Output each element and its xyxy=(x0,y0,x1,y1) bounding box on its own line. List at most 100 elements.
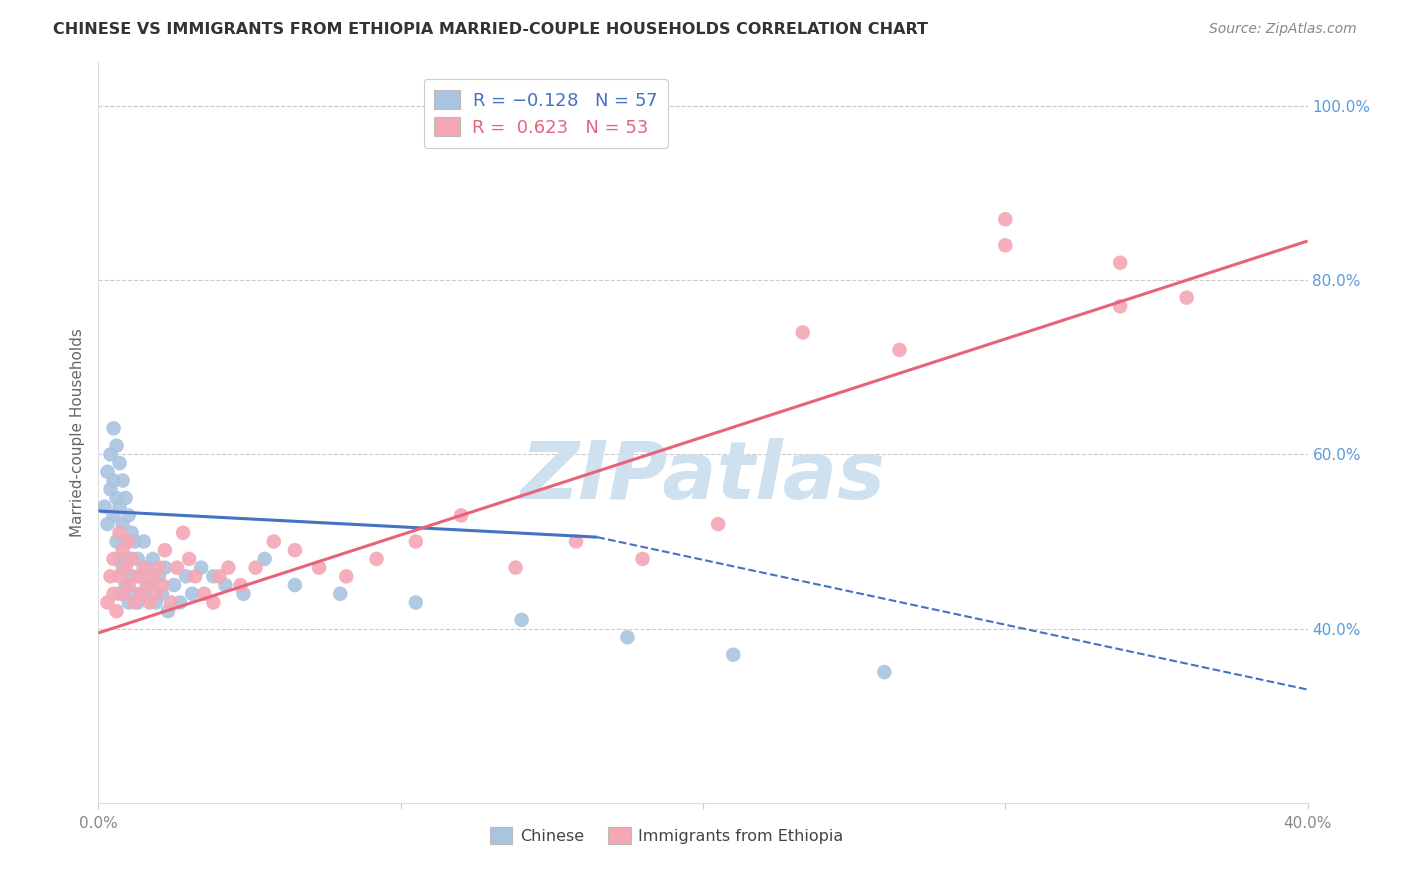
Point xyxy=(105,534,128,549)
Text: ZIPatlas: ZIPatlas xyxy=(520,438,886,516)
Point xyxy=(135,560,157,574)
Point xyxy=(118,552,141,566)
Point xyxy=(145,595,167,609)
Point xyxy=(308,560,330,574)
Point xyxy=(202,595,225,609)
Point xyxy=(150,578,173,592)
Point xyxy=(139,578,162,592)
Point xyxy=(184,569,207,583)
Point xyxy=(142,569,165,583)
Point xyxy=(96,465,118,479)
Point xyxy=(889,343,911,357)
Y-axis label: Married-couple Households: Married-couple Households xyxy=(69,328,84,537)
Point xyxy=(105,439,128,453)
Point xyxy=(166,560,188,574)
Point xyxy=(153,543,176,558)
Point xyxy=(405,595,427,609)
Point xyxy=(103,508,125,523)
Point xyxy=(156,604,179,618)
Point xyxy=(160,595,183,609)
Point xyxy=(148,569,170,583)
Point xyxy=(118,534,141,549)
Legend: Chinese, Immigrants from Ethiopia: Chinese, Immigrants from Ethiopia xyxy=(484,821,851,850)
Point xyxy=(100,569,122,583)
Point xyxy=(284,543,307,558)
Point xyxy=(114,491,136,505)
Point xyxy=(118,578,141,592)
Point xyxy=(114,578,136,592)
Point xyxy=(129,587,152,601)
Point xyxy=(139,595,162,609)
Point xyxy=(108,500,131,514)
Point xyxy=(335,569,357,583)
Point xyxy=(214,578,236,592)
Point xyxy=(142,552,165,566)
Point xyxy=(108,525,131,540)
Point xyxy=(132,560,155,574)
Point xyxy=(1109,256,1132,270)
Point xyxy=(111,543,134,558)
Point xyxy=(118,595,141,609)
Point xyxy=(108,569,131,583)
Point xyxy=(135,578,157,592)
Point xyxy=(127,595,149,609)
Point xyxy=(994,212,1017,227)
Point xyxy=(145,587,167,601)
Point xyxy=(263,534,285,549)
Point xyxy=(232,587,254,601)
Point xyxy=(111,517,134,532)
Point xyxy=(129,569,152,583)
Text: 0.0%: 0.0% xyxy=(79,816,118,830)
Point xyxy=(96,595,118,609)
Point xyxy=(96,517,118,532)
Point xyxy=(100,482,122,496)
Point xyxy=(111,560,134,574)
Point xyxy=(169,595,191,609)
Point xyxy=(108,587,131,601)
Point xyxy=(103,421,125,435)
Point xyxy=(121,525,143,540)
Point xyxy=(792,326,814,340)
Point xyxy=(707,517,730,532)
Point xyxy=(631,552,654,566)
Point xyxy=(124,587,146,601)
Point xyxy=(994,238,1017,252)
Point xyxy=(1175,291,1198,305)
Point xyxy=(405,534,427,549)
Point xyxy=(103,552,125,566)
Point xyxy=(121,552,143,566)
Point xyxy=(284,578,307,592)
Point xyxy=(127,569,149,583)
Point xyxy=(723,648,745,662)
Point xyxy=(329,587,352,601)
Point xyxy=(127,552,149,566)
Point xyxy=(103,587,125,601)
Point xyxy=(111,587,134,601)
Point xyxy=(245,560,267,574)
Point xyxy=(150,587,173,601)
Point xyxy=(118,508,141,523)
Point xyxy=(1109,299,1132,313)
Point xyxy=(181,587,204,601)
Point xyxy=(616,630,638,644)
Point xyxy=(229,578,252,592)
Point xyxy=(124,534,146,549)
Text: 40.0%: 40.0% xyxy=(1284,816,1331,830)
Point xyxy=(217,560,239,574)
Point xyxy=(174,569,197,583)
Point xyxy=(202,569,225,583)
Point xyxy=(153,560,176,574)
Point xyxy=(114,560,136,574)
Point xyxy=(179,552,201,566)
Point xyxy=(103,474,125,488)
Text: Source: ZipAtlas.com: Source: ZipAtlas.com xyxy=(1209,22,1357,37)
Point xyxy=(132,534,155,549)
Point xyxy=(172,525,194,540)
Point xyxy=(93,500,115,514)
Point xyxy=(124,595,146,609)
Point xyxy=(105,491,128,505)
Point xyxy=(253,552,276,566)
Point xyxy=(111,474,134,488)
Text: CHINESE VS IMMIGRANTS FROM ETHIOPIA MARRIED-COUPLE HOUSEHOLDS CORRELATION CHART: CHINESE VS IMMIGRANTS FROM ETHIOPIA MARR… xyxy=(53,22,928,37)
Point xyxy=(121,569,143,583)
